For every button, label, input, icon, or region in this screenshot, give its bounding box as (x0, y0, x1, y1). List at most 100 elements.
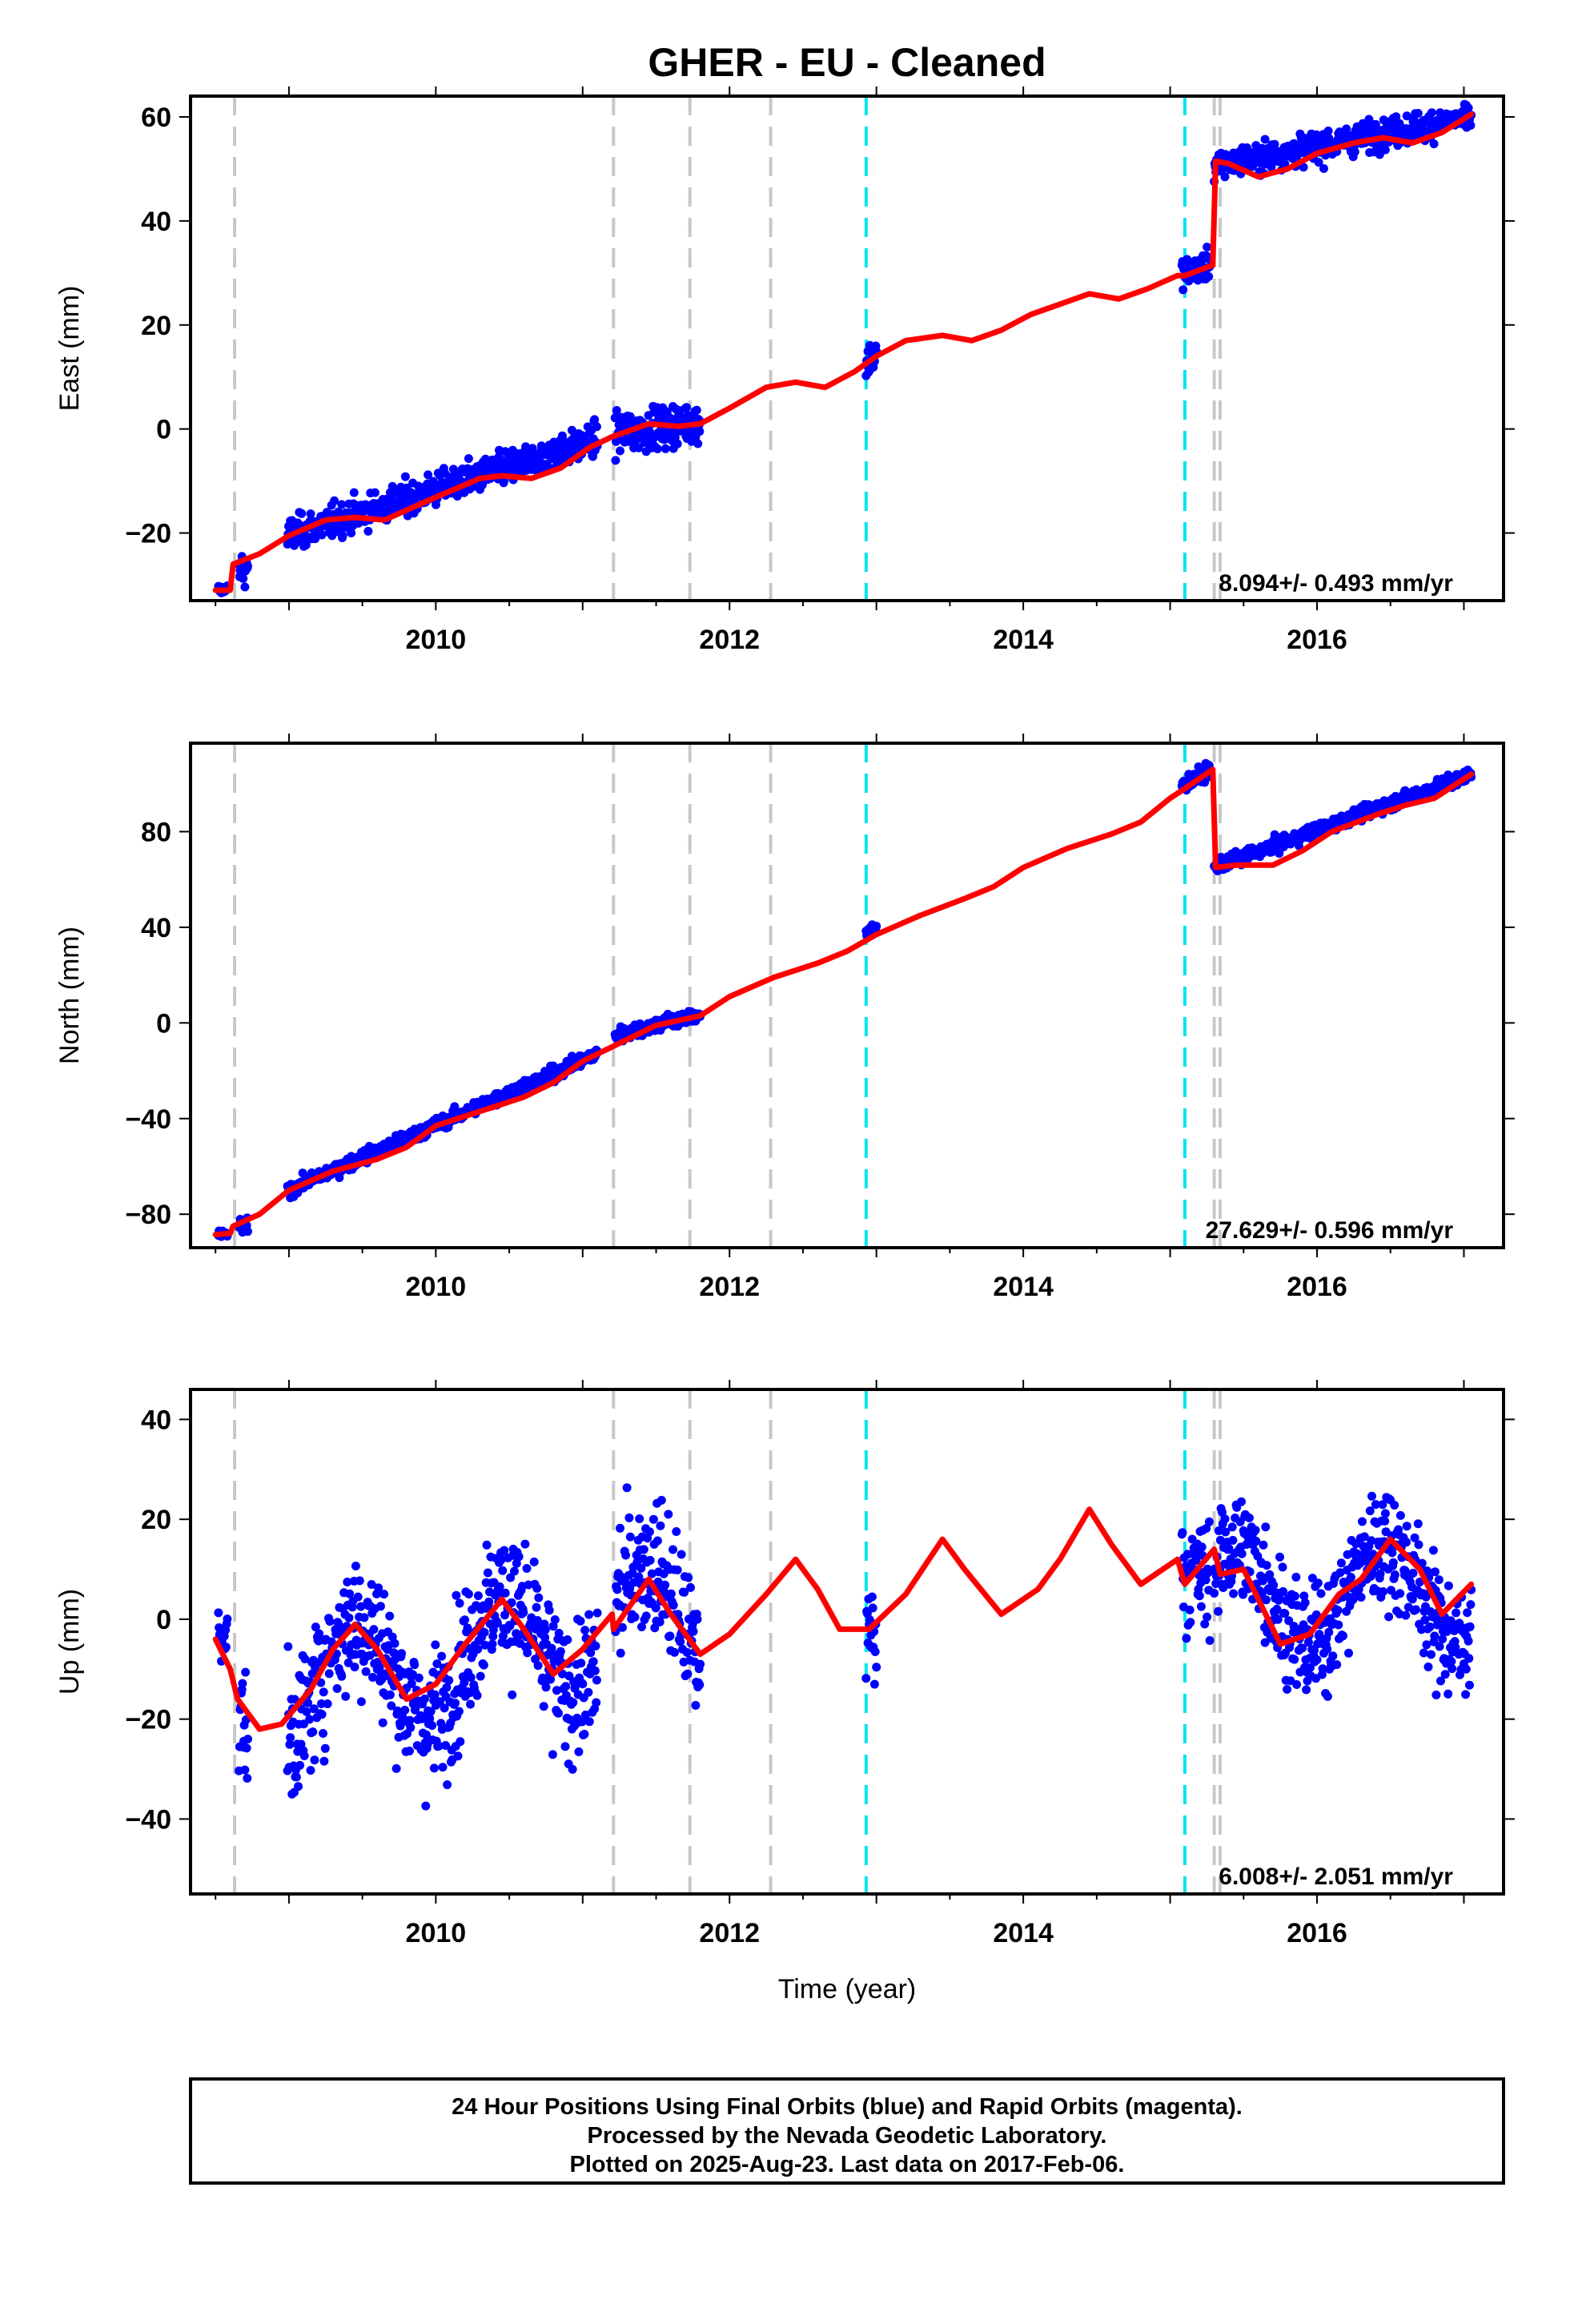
data-point (577, 1717, 587, 1727)
data-point (693, 1614, 702, 1624)
data-point (391, 1763, 401, 1773)
data-point (612, 1585, 622, 1594)
data-point (492, 1618, 502, 1628)
data-point (343, 1658, 353, 1667)
data-point (695, 427, 705, 436)
data-point (1463, 1608, 1472, 1618)
data-point (584, 1717, 594, 1727)
data-point (680, 1587, 689, 1597)
data-point (683, 1669, 693, 1679)
data-point (1237, 1497, 1246, 1506)
data-point (554, 1708, 563, 1718)
panels-container: −20 0 20 40 60 2010 2012 2014 2016 East (mm) 8.094… (54, 86, 1515, 1948)
data-point (480, 1627, 489, 1637)
data-point (655, 1617, 665, 1626)
data-point (1334, 1620, 1343, 1630)
data-point (533, 1661, 543, 1671)
x-tick-label: 2014 (993, 625, 1054, 655)
data-point (1390, 1501, 1399, 1510)
data-point (1251, 1536, 1261, 1546)
data-point (1200, 1619, 1210, 1629)
data-point (540, 1625, 550, 1634)
footer-line-1: 24 Hour Positions Using Final Orbits (bl… (452, 2094, 1243, 2120)
data-point (323, 1699, 332, 1709)
data-point (1318, 1664, 1327, 1674)
y-tick-label: 0 (156, 1605, 171, 1635)
data-point (1342, 124, 1351, 134)
y-tick-label: 0 (156, 1008, 171, 1039)
data-point (453, 1751, 463, 1761)
data-point (1436, 1676, 1445, 1686)
data-point (1413, 1519, 1423, 1529)
data-point (351, 1562, 360, 1570)
data-point (441, 1741, 450, 1750)
data-point (385, 1690, 395, 1699)
data-point (616, 446, 624, 456)
data-point (677, 1550, 686, 1559)
y-tick-label: 20 (141, 1505, 171, 1535)
data-point (611, 456, 620, 465)
data-point (337, 1671, 347, 1681)
data-point (1284, 1616, 1294, 1626)
data-point (1204, 271, 1214, 281)
data-point (283, 1642, 293, 1651)
data-point (1267, 163, 1276, 172)
data-point (682, 1648, 692, 1657)
data-point (451, 1699, 460, 1708)
data-point (1311, 1610, 1321, 1619)
footer-line-3: Plotted on 2025-Aug-23. Last data on 201… (570, 2152, 1125, 2177)
data-point (310, 1755, 319, 1765)
data-point (588, 1657, 598, 1667)
data-point (1391, 112, 1401, 122)
data-point (319, 1729, 327, 1738)
data-point (539, 1702, 548, 1711)
data-point (644, 1527, 654, 1537)
data-point (1316, 1589, 1326, 1598)
data-point (1395, 1589, 1405, 1598)
data-point (506, 1573, 516, 1582)
data-point (356, 1602, 366, 1611)
data-point (510, 1566, 519, 1576)
data-point (361, 1667, 371, 1676)
data-point (337, 500, 347, 509)
data-point (1464, 1654, 1474, 1663)
data-point (1423, 1663, 1433, 1671)
chart-title: GHER - EU - Cleaned (648, 40, 1046, 85)
data-point (363, 526, 373, 536)
data-point (368, 1673, 377, 1682)
data-point (616, 1523, 624, 1533)
data-point (634, 1572, 644, 1582)
up-y-axis-label: Up (mm) (54, 1589, 85, 1695)
data-point (300, 1655, 310, 1663)
data-point (473, 1644, 483, 1654)
data-point (295, 1760, 305, 1770)
data-point (455, 1598, 464, 1608)
y-tick-label: −40 (125, 1104, 171, 1135)
data-point (1178, 1528, 1187, 1538)
data-point (870, 1647, 880, 1656)
data-point (576, 1659, 586, 1668)
data-point (1265, 1570, 1275, 1579)
data-point (1402, 111, 1411, 121)
x-tick-label: 2010 (406, 1918, 467, 1948)
data-point (356, 1697, 366, 1707)
data-point (1379, 1587, 1388, 1596)
data-point (370, 488, 379, 497)
data-point (1260, 135, 1270, 144)
data-point (670, 1647, 680, 1657)
data-point (397, 1649, 406, 1659)
y-tick-label: 80 (141, 817, 171, 847)
data-point (565, 1715, 575, 1724)
data-point (379, 1590, 389, 1599)
data-point (1451, 1642, 1460, 1652)
data-point (344, 1613, 354, 1622)
data-point (523, 1648, 532, 1658)
data-point (1290, 1655, 1299, 1664)
data-point (297, 509, 307, 518)
data-point (1414, 1540, 1423, 1550)
data-point (1427, 1650, 1435, 1659)
data-point (1224, 1544, 1234, 1554)
data-point (1359, 1532, 1369, 1542)
x-tick-label: 2014 (993, 1272, 1054, 1302)
data-point (488, 1639, 497, 1649)
